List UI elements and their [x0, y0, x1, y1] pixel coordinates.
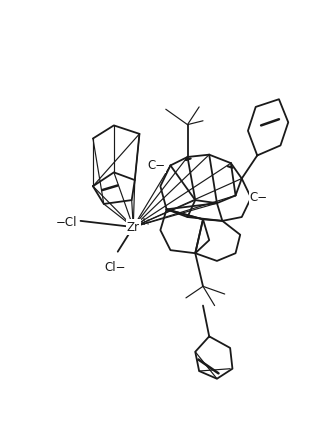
Text: Cl−: Cl−: [104, 261, 125, 274]
Text: Zr: Zr: [127, 221, 140, 233]
Text: C−: C−: [148, 159, 166, 172]
Text: C−: C−: [250, 191, 268, 204]
Text: 4+: 4+: [141, 218, 152, 227]
Text: −Cl: −Cl: [56, 216, 78, 229]
